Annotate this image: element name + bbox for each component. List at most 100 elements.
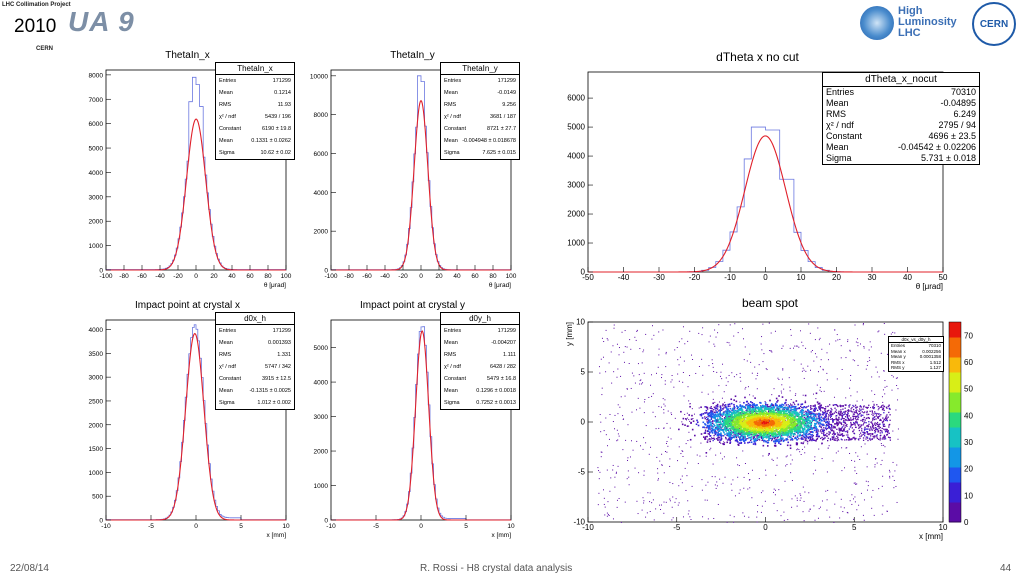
heatmap-cell bbox=[741, 431, 743, 433]
heatmap-cell bbox=[879, 435, 882, 437]
heatmap-cell bbox=[830, 418, 832, 420]
heatmap-cell bbox=[719, 478, 721, 480]
heatmap-cell bbox=[819, 421, 821, 424]
heatmap-cell bbox=[627, 388, 629, 390]
heatmap-cell bbox=[813, 418, 816, 420]
heatmap-cell bbox=[789, 406, 792, 409]
stats-value: 6428 / 282 bbox=[490, 364, 516, 370]
heatmap-cell bbox=[604, 514, 606, 516]
heatmap-cell bbox=[710, 437, 712, 439]
heatmap-cell bbox=[710, 422, 712, 424]
heatmap-cell bbox=[769, 423, 772, 426]
heatmap-cell bbox=[856, 421, 858, 423]
heatmap-cell bbox=[615, 471, 617, 473]
heatmap-cell bbox=[759, 406, 761, 409]
heatmap-cell bbox=[775, 440, 778, 442]
heatmap-cell bbox=[659, 504, 661, 506]
heatmap-cell bbox=[784, 430, 786, 432]
heatmap-cell bbox=[806, 406, 808, 408]
heatmap-cell bbox=[793, 422, 795, 425]
heatmap-cell bbox=[863, 412, 865, 414]
heatmap-cell bbox=[788, 410, 791, 413]
heatmap-cell bbox=[746, 360, 748, 362]
heatmap-cell bbox=[776, 401, 778, 403]
heatmap-cell bbox=[781, 347, 783, 349]
heatmap-cell bbox=[874, 464, 876, 466]
heatmap-cell bbox=[648, 396, 650, 398]
heatmap-cell bbox=[735, 428, 737, 430]
heatmap-cell bbox=[682, 381, 684, 383]
heatmap-cell bbox=[783, 422, 785, 425]
heatmap-cell bbox=[714, 430, 717, 432]
y-tick-label: 2000 bbox=[89, 219, 104, 226]
heatmap-cell bbox=[869, 341, 871, 343]
heatmap-cell bbox=[826, 421, 829, 423]
heatmap-cell bbox=[848, 418, 850, 420]
heatmap-cell bbox=[877, 331, 879, 333]
heatmap-cell bbox=[732, 436, 734, 439]
x-tick-label: -20 bbox=[689, 273, 701, 282]
heatmap-cell bbox=[746, 435, 749, 437]
heatmap-cell bbox=[828, 431, 830, 433]
heatmap-cell bbox=[723, 418, 726, 421]
heatmap-cell bbox=[844, 439, 846, 441]
heatmap-cell bbox=[772, 425, 775, 427]
heatmap-cell bbox=[830, 415, 833, 417]
heatmap-cell bbox=[681, 450, 683, 452]
stats-value: 4696 ± 23.5 bbox=[928, 131, 976, 141]
x-tick-label: 0 bbox=[194, 273, 198, 280]
heatmap-cell bbox=[816, 435, 818, 437]
heatmap-cell bbox=[747, 386, 749, 388]
x-tick-label: 20 bbox=[210, 273, 218, 280]
heatmap-cell bbox=[650, 446, 652, 448]
heatmap-cell bbox=[854, 438, 856, 441]
heatmap-cell bbox=[743, 476, 745, 478]
heatmap-cell bbox=[882, 425, 884, 427]
heatmap-cell bbox=[734, 435, 736, 438]
heatmap-cell bbox=[897, 438, 899, 440]
heatmap-cell bbox=[836, 334, 838, 336]
heatmap-cell bbox=[856, 409, 858, 411]
heatmap-cell bbox=[606, 469, 608, 471]
heatmap-cell bbox=[866, 410, 868, 413]
heatmap-cell bbox=[701, 334, 703, 336]
heatmap-cell bbox=[609, 413, 611, 415]
heatmap-cell bbox=[643, 474, 645, 476]
hilumi-text-3: LHC bbox=[898, 27, 921, 39]
stats-row: Sigma 10.62 ± 0.02 bbox=[216, 147, 294, 159]
heatmap-cell bbox=[709, 335, 711, 337]
heatmap-cell bbox=[813, 412, 815, 415]
heatmap-cell bbox=[807, 427, 809, 430]
heatmap-cell bbox=[751, 406, 753, 409]
heatmap-cell bbox=[726, 413, 729, 415]
heatmap-cell bbox=[823, 420, 825, 423]
logo-small-text: LHC Collimation Project bbox=[2, 2, 71, 8]
heatmap-cell bbox=[872, 414, 874, 417]
heatmap-cell bbox=[773, 420, 776, 423]
heatmap-cell bbox=[750, 419, 753, 421]
heatmap-cell bbox=[717, 503, 719, 505]
stats-key: Entries bbox=[444, 78, 462, 84]
heatmap-cell bbox=[860, 425, 862, 427]
heatmap-cell bbox=[797, 421, 799, 424]
heatmap-cell bbox=[631, 372, 633, 374]
heatmap-cell bbox=[706, 419, 708, 421]
heatmap-cell bbox=[885, 429, 888, 431]
heatmap-cell bbox=[857, 455, 859, 457]
heatmap-cell bbox=[731, 418, 733, 421]
heatmap-cell bbox=[815, 435, 817, 438]
heatmap-cell bbox=[616, 440, 618, 442]
heatmap-cell bbox=[789, 439, 792, 441]
heatmap-cell bbox=[741, 411, 744, 414]
heatmap-cell bbox=[784, 426, 786, 428]
heatmap-cell bbox=[865, 438, 867, 440]
heatmap-cell bbox=[850, 374, 852, 376]
heatmap-cell bbox=[792, 406, 794, 408]
heatmap-cell bbox=[754, 412, 757, 414]
heatmap-cell bbox=[813, 415, 815, 418]
heatmap-cell bbox=[826, 410, 829, 412]
heatmap-cell bbox=[877, 416, 879, 418]
heatmap-cell bbox=[657, 468, 659, 470]
heatmap-cell bbox=[867, 424, 869, 427]
heatmap-cell bbox=[811, 436, 813, 438]
